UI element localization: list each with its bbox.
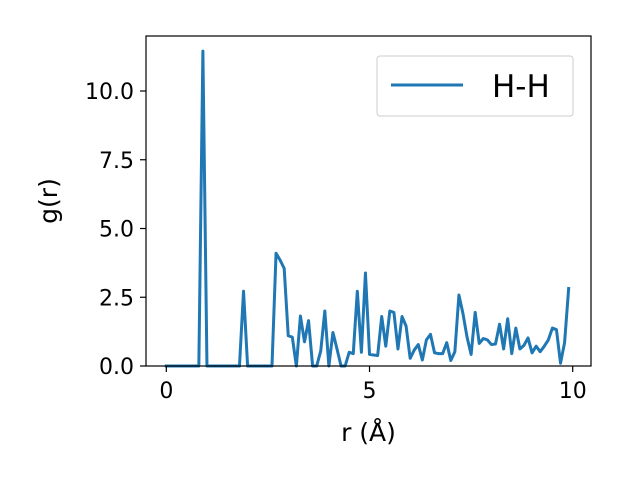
x-tick-label-0: 0: [159, 379, 173, 404]
y-axis-label: g(r): [34, 178, 63, 224]
axes-layer: [145, 35, 592, 367]
y-tick-label-0: 0.0: [99, 355, 134, 380]
x-tick-label-1: 5: [363, 379, 377, 404]
y-tick-label-2: 5.0: [99, 218, 134, 243]
y-tick-label-1: 2.5: [99, 286, 134, 311]
legend-box: [376, 55, 574, 117]
legend: H-H: [376, 55, 574, 117]
x-axis-label: r (Å): [341, 418, 396, 447]
legend-label-h-h: H-H: [492, 69, 550, 105]
y-tick-label-4: 10.0: [85, 80, 134, 105]
x-tick-label-2: 10: [559, 379, 587, 404]
ticks-layer: 0 5 10 0.0 2.5 5.0 7.5 10.0: [85, 80, 587, 404]
y-tick-label-3: 7.5: [99, 149, 134, 174]
plot-frame: [145, 35, 592, 367]
